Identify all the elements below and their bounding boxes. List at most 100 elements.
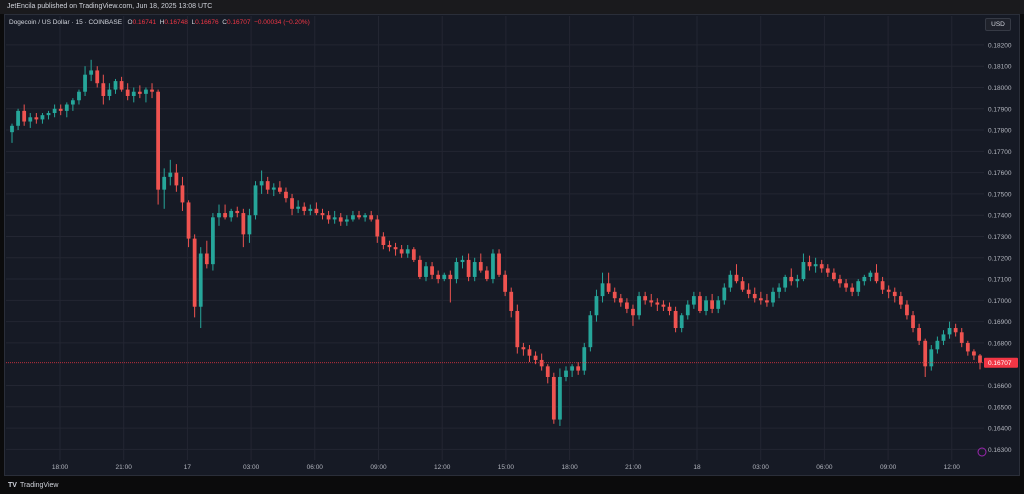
candle-body	[472, 262, 477, 277]
high-value: 0.16748	[164, 19, 188, 26]
candle-body	[442, 274, 447, 280]
candle-body	[631, 308, 635, 316]
tradingview-brand[interactable]: TradingView	[19, 482, 59, 489]
y-tick-label: 0.16600	[988, 383, 1012, 390]
candle-body	[277, 187, 282, 192]
y-tick-label: 0.16400	[988, 426, 1012, 433]
candle-body	[740, 281, 745, 290]
x-tick-label: 09:00	[370, 464, 387, 471]
candle-body	[34, 117, 39, 120]
x-tick-label: 09:00	[880, 464, 897, 471]
candle-body	[265, 181, 270, 190]
x-tick-label: 18:00	[561, 464, 578, 471]
candle-body	[387, 245, 392, 248]
candle-body	[880, 281, 885, 290]
y-tick-label: 0.17900	[988, 106, 1012, 113]
candle-body	[898, 296, 903, 305]
symbol-legend: Dogecoin / US Dollar · 15 · COINBASE O0.…	[9, 18, 310, 28]
candle-body	[77, 91, 81, 101]
candle-body	[564, 370, 568, 377]
close-label: C	[222, 19, 227, 26]
candle-body	[211, 217, 215, 265]
candle-body	[911, 315, 915, 329]
candle-body	[691, 296, 696, 305]
candle-body	[661, 304, 666, 307]
candle-body	[326, 215, 331, 220]
candle-body	[405, 249, 410, 254]
candle-body	[771, 291, 775, 303]
candle-body	[10, 125, 14, 133]
candle-body	[862, 276, 867, 282]
candle-body	[600, 283, 605, 297]
y-tick-label: 0.17300	[988, 234, 1012, 241]
candle-body	[119, 81, 124, 90]
candle-body	[259, 181, 264, 186]
candle-body	[424, 266, 428, 277]
candle-body	[478, 262, 483, 271]
publish-info-bar: JetEncila published on TradingView.com, …	[0, 0, 1024, 14]
currency-button[interactable]: USD	[985, 18, 1011, 31]
candle-body	[131, 91, 136, 96]
candle-body	[856, 281, 861, 292]
candle-body	[850, 287, 855, 292]
x-tick-label: 21:00	[116, 464, 133, 471]
candle-body	[643, 296, 648, 301]
chart-pane[interactable]	[4, 14, 1020, 476]
candle-body	[625, 302, 629, 309]
y-tick-label: 0.17800	[988, 128, 1012, 135]
y-tick-label: 0.16300	[988, 447, 1012, 454]
candle-body	[758, 298, 763, 301]
candle-body	[917, 328, 922, 341]
candle-body	[460, 259, 465, 263]
candle-body	[320, 213, 325, 216]
candle-body	[965, 342, 970, 352]
candle-body	[825, 268, 830, 273]
candle-body	[698, 296, 702, 311]
candle-body	[649, 300, 654, 303]
candle-body	[807, 262, 812, 267]
candle-body	[484, 270, 489, 280]
candle-body	[107, 89, 112, 96]
candle-body	[448, 274, 453, 280]
candle-body	[497, 253, 501, 275]
candle-body	[637, 296, 641, 316]
open-value: 0.16741	[132, 19, 157, 26]
candle-body	[746, 289, 751, 294]
candle-body	[284, 191, 288, 199]
candle-body	[40, 115, 45, 120]
candle-body	[314, 208, 319, 214]
x-tick-label: 03:00	[243, 464, 260, 471]
candle-body	[253, 185, 258, 216]
candle-body	[710, 300, 715, 309]
candle-body	[64, 104, 69, 111]
candle-body	[46, 113, 51, 116]
candle-body	[399, 249, 404, 254]
candle-body	[137, 91, 142, 94]
candle-body	[357, 215, 361, 218]
tradingview-logo-icon[interactable]: TV	[8, 482, 17, 489]
candle-body	[83, 74, 87, 92]
candle-body	[156, 91, 161, 190]
candle-body	[271, 187, 276, 190]
candle-body	[716, 300, 721, 309]
candle-body	[150, 89, 154, 92]
candle-body	[381, 236, 386, 245]
candle-body	[393, 247, 398, 250]
candle-body	[162, 176, 167, 190]
candle-body	[685, 304, 690, 316]
candle-body	[582, 347, 587, 371]
y-tick-label: 0.16900	[988, 319, 1012, 326]
candle-body	[290, 198, 294, 209]
y-tick-label: 0.18200	[988, 42, 1012, 49]
last-price-tag	[984, 357, 1018, 368]
candle-body	[795, 279, 800, 282]
candle-body	[752, 293, 757, 299]
x-tick-label: 03:00	[753, 464, 770, 471]
y-tick-label: 0.17000	[988, 298, 1012, 305]
candle-body	[223, 213, 227, 218]
candle-body	[765, 300, 769, 303]
candle-body	[594, 296, 599, 316]
candle-body	[369, 215, 374, 220]
candle-body	[783, 276, 788, 288]
